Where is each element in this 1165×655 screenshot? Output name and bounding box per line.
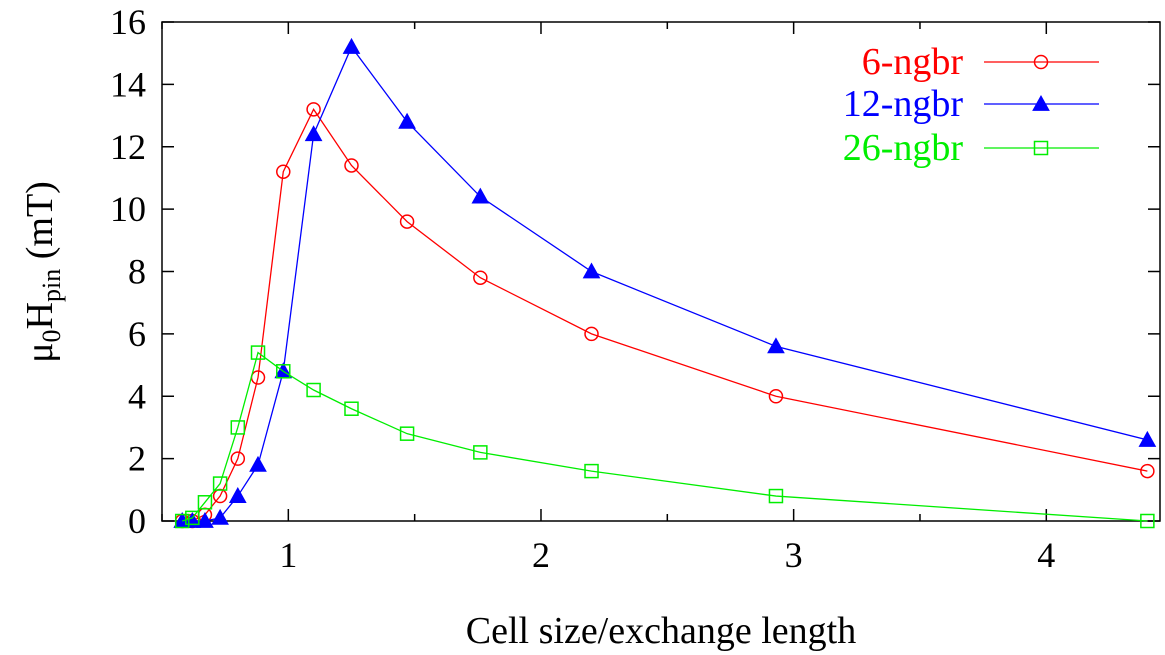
data-point-26-ngbr [473,445,488,460]
x-tick-label: 1 [279,535,297,575]
data-point-26-ngbr [768,488,784,504]
data-point-26-ngbr [584,463,599,479]
data-point-6-ngbr [344,158,359,173]
data-point-6-ngbr [276,164,291,179]
y-axis-label-unit: (mT) [19,181,61,269]
data-point-26-ngbr [185,510,200,526]
legend-label-26-ngbr: 26-ngbr [843,127,964,169]
data-point-12-ngbr [1138,430,1157,447]
data-point-26-ngbr [230,420,246,435]
y-tick-label: 10 [110,189,146,229]
data-point-12-ngbr [582,262,601,279]
plot-frame [161,21,1161,522]
y-axis-label-h-subscript: pin [37,269,66,302]
y-tick-label: 2 [128,439,146,479]
x-tick-label: 3 [785,535,803,575]
data-point-12-ngbr [249,455,267,472]
series-line-26-ngbr [182,351,1148,522]
data-point-26-ngbr [174,513,190,529]
y-axis-label-h: H [19,302,61,329]
series-12-ngbr [173,37,1157,528]
series-line-6-ngbr [182,108,1148,522]
y-tick-label: 8 [128,252,146,292]
legend-marker-6-ngbr [1033,54,1049,70]
data-point-26-ngbr [1140,513,1155,529]
data-point-6-ngbr [230,451,246,466]
data-point-6-ngbr [473,270,488,285]
data-point-6-ngbr [399,214,415,229]
data-point-26-ngbr [344,401,359,416]
data-point-26-ngbr [212,476,228,491]
data-point-6-ngbr [768,389,784,404]
legend-marker-26-ngbr [1033,140,1049,156]
data-point-12-ngbr [228,487,247,503]
data-point-6-ngbr [1140,463,1155,479]
x-tick-label: 2 [532,535,550,575]
series-6-ngbr [174,102,1155,529]
data-point-12-ngbr [398,112,416,129]
x-tick-label: 4 [1037,535,1055,575]
data-point-26-ngbr [197,495,213,510]
data-point-12-ngbr [342,37,361,54]
data-point-26-ngbr [276,364,291,379]
data-point-12-ngbr [471,187,490,204]
data-point-12-ngbr [304,125,323,142]
x-axis-label: Cell size/exchange length [466,610,856,652]
data-point-26-ngbr [250,345,266,360]
legend-marker-12-ngbr [1032,94,1050,111]
y-tick-label: 14 [110,64,146,104]
legend-label-6-ngbr: 6-ngbr [862,41,964,83]
y-axis-label-mu-subscript: 0 [37,329,66,342]
y-tick-label: 12 [110,127,146,167]
data-point-26-ngbr [399,426,415,441]
y-axis-label-mu: μ [19,342,61,362]
data-series [173,37,1157,529]
data-point-12-ngbr [211,508,229,525]
legend-label-12-ngbr: 12-ngbr [843,83,964,125]
y-tick-label: 4 [128,376,146,416]
data-point-6-ngbr [584,326,599,342]
y-tick-label: 16 [110,2,146,42]
y-tick-label: 6 [128,314,146,354]
data-point-6-ngbr [306,102,321,117]
y-axis-label: μ0Hpin (mT) [19,181,66,363]
y-tick-label: 0 [128,501,146,541]
data-point-26-ngbr [306,382,321,398]
data-point-12-ngbr [767,337,785,354]
data-point-12-ngbr [196,511,214,528]
series-line-12-ngbr [182,45,1148,522]
series-26-ngbr [174,345,1155,529]
